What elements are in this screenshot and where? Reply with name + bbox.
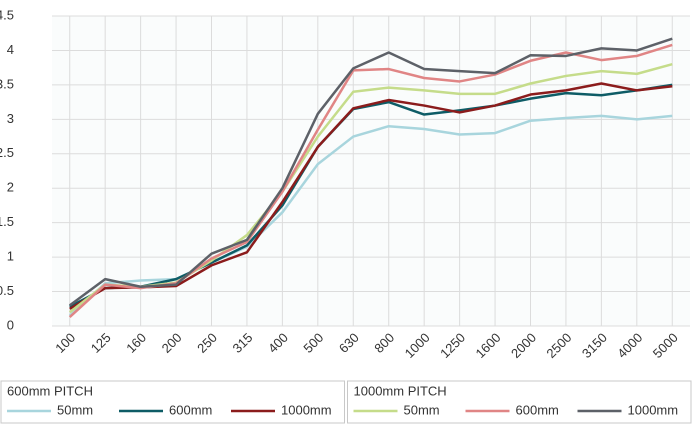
x-tick-label: 2500 [543,330,574,361]
y-tick-label: 3 [7,111,14,126]
legend-label: 50mm [404,402,440,417]
x-tick-label: 160 [123,330,149,356]
y-tick-label: 1.5 [0,214,14,229]
x-tick-label: 630 [336,330,362,356]
legend-box [0,380,345,424]
legend-label: 600mm [169,402,212,417]
y-tick-label: 1 [7,249,14,264]
x-tick-label: 315 [230,330,256,356]
x-tick-label: 3150 [579,330,610,361]
x-tick-label: 4000 [614,330,645,361]
legend-box [347,380,692,424]
legend-label: 600mm [516,402,559,417]
series-line [68,37,673,307]
y-tick-label: 0 [7,317,14,332]
y-tick-label: 3.5 [0,76,14,91]
x-tick-label: 100 [52,330,78,356]
x-tick-label: 500 [300,330,326,356]
x-tick-label: 125 [88,330,114,356]
y-tick-label: 2 [7,180,14,195]
series-line [69,82,673,310]
x-tick-label: 5000 [650,330,681,361]
legend-label: 1000mm [281,402,332,417]
x-tick-label: 1250 [437,330,468,361]
legend-label: 50mm [57,402,93,417]
y-tick-label: 4.5 [0,7,14,22]
plot-area [52,16,690,326]
y-tick-label: 2.5 [0,145,14,160]
x-tick-label: 400 [265,330,291,356]
x-tick-label: 1600 [473,330,504,361]
legend-title: 1000mm PITCH [354,383,447,398]
x-tick-label: 800 [371,330,397,356]
series-line [69,83,673,308]
x-tick-label: 2000 [508,330,539,361]
y-tick-label: 0.5 [0,283,14,298]
x-tick-label: 200 [159,330,185,356]
x-tick-label: 250 [194,330,220,356]
x-tick-label: 1000 [402,330,433,361]
legend-label: 1000mm [628,402,679,417]
legend-title: 600mm PITCH [7,383,93,398]
y-tick-label: 4 [7,42,14,57]
